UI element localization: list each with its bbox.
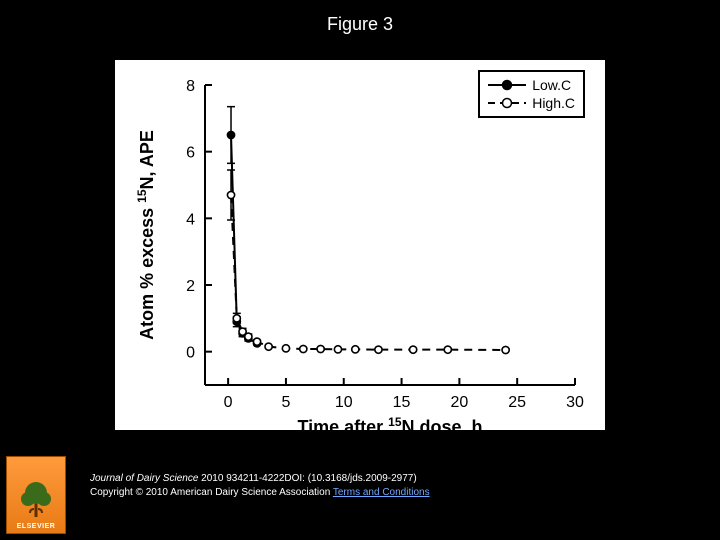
credits: Journal of Dairy Science 2010 934211-422… (90, 472, 430, 500)
svg-text:0: 0 (186, 345, 195, 362)
elsevier-tree-icon (16, 479, 56, 519)
elsevier-badge: ELSEVIER (6, 456, 66, 534)
svg-text:10: 10 (335, 394, 353, 411)
terms-link[interactable]: Terms and Conditions (333, 487, 430, 498)
svg-text:8: 8 (186, 78, 195, 95)
credits-line1: Journal of Dairy Science 2010 934211-422… (90, 472, 430, 486)
svg-text:0: 0 (224, 394, 233, 411)
slide: Figure 3 05101520253002468Time after 15N… (0, 0, 720, 540)
journal-name: Journal of Dairy Science (90, 473, 198, 484)
legend-label-high: High.C (532, 95, 575, 111)
credits-line2: Copyright © 2010 American Dairy Science … (90, 486, 430, 500)
copyright-text: Copyright © 2010 American Dairy Science … (90, 487, 333, 498)
svg-text:2: 2 (186, 278, 195, 295)
legend-swatch-high (486, 94, 528, 112)
svg-text:25: 25 (508, 394, 526, 411)
legend-item-high: High.C (486, 94, 575, 112)
svg-text:5: 5 (281, 394, 290, 411)
chart-panel: 05101520253002468Time after 15N dose, hA… (115, 60, 605, 430)
elsevier-name: ELSEVIER (17, 523, 56, 530)
svg-text:30: 30 (566, 394, 584, 411)
svg-text:20: 20 (450, 394, 468, 411)
svg-text:6: 6 (186, 145, 195, 162)
svg-text:4: 4 (186, 211, 195, 228)
legend-item-low: Low.C (486, 76, 575, 94)
legend: Low.C High.C (478, 70, 585, 118)
svg-text:Time after 15N dose, h: Time after 15N dose, h (297, 415, 482, 437)
figure-title: Figure 3 (0, 14, 720, 35)
svg-text:15: 15 (393, 394, 411, 411)
legend-label-low: Low.C (532, 77, 571, 93)
journal-rest: 2010 934211-4222DOI: (10.3168/jds.2009-2… (198, 473, 416, 484)
chart-svg: 05101520253002468Time after 15N dose, hA… (205, 85, 575, 385)
legend-swatch-low (486, 76, 528, 94)
svg-text:Atom % excess 15N, APE: Atom % excess 15N, APE (135, 130, 157, 340)
